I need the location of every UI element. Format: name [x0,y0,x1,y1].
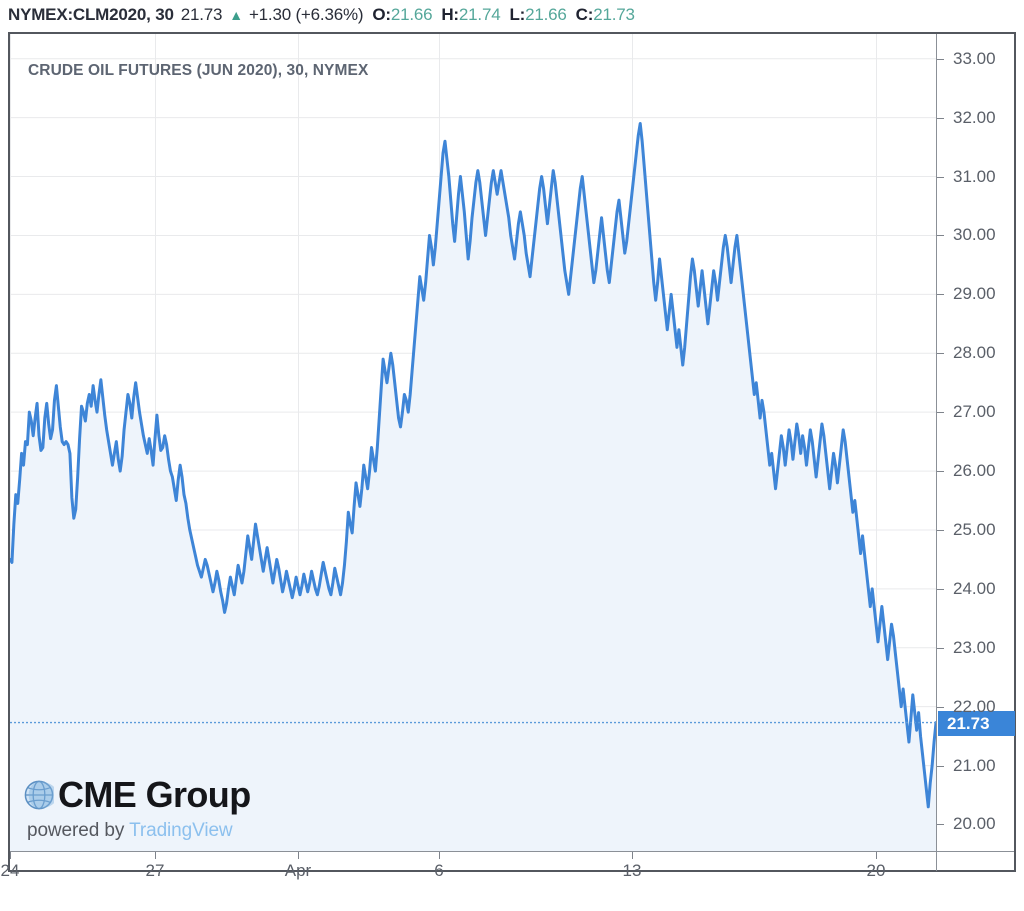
ohlc-high: H:21.74 [441,5,500,25]
low-label: L: [509,5,526,24]
high-value: 21.74 [458,5,501,24]
price-change-value: +1.30 (+6.36%) [248,5,364,24]
time-tick [876,852,877,859]
price-tick [937,471,944,473]
price-tick [937,58,944,60]
price-tick [937,235,944,237]
price-axis-label: 23.00 [953,637,996,657]
time-scale[interactable]: 24 27 Apr 6 13 20 [1,851,1014,880]
open-value: 21.66 [390,5,433,24]
price-axis-label: 25.00 [953,519,996,539]
price-axis-label: 29.00 [953,284,996,304]
price-tick [937,176,944,178]
chart-plot-area[interactable] [10,34,936,851]
price-axis-label: 31.00 [953,166,996,186]
price-axis-label: 27.00 [953,402,996,422]
open-label: O: [372,5,391,24]
price-axis-label: 21.00 [953,755,996,775]
time-tick [10,852,11,859]
time-axis-label: Apr [284,861,312,880]
price-tick [937,117,944,119]
ohlc-low: L:21.66 [509,5,566,25]
current-price-badge: 21.73 15:24 [938,710,1015,758]
price-axis-label: 22.00 [953,696,996,716]
price-tick [937,765,944,767]
price-axis-label: 33.00 [953,48,996,68]
price-tick [937,706,944,708]
ohlc-open: O:21.66 [372,5,432,25]
last-price-value: 21.73 [180,5,223,24]
close-label: C: [575,5,594,24]
time-tick [298,852,299,859]
current-price-value: 21.73 [947,713,990,733]
symbol-label[interactable]: NYMEX:CLM2020, 30 [8,5,174,24]
ohlc-close: C:21.73 [576,5,635,25]
price-series-svg [10,34,936,851]
price-tick [937,412,944,414]
chart-title: CRUDE OIL FUTURES (JUN 2020), 30, NYMEX [28,62,369,79]
price-tick [937,353,944,355]
price-axis-label: 26.00 [953,461,996,481]
time-axis-label: 24 [0,861,20,880]
low-value: 21.66 [525,5,567,24]
price-axis-label: 20.00 [953,814,996,834]
time-tick [155,852,156,859]
price-tick [937,588,944,590]
time-axis-label: 20 [866,861,886,880]
time-tick [632,852,633,859]
high-label: H: [441,5,459,24]
price-scale[interactable]: 21.73 15:24 33.00 32.00 31.00 30.00 29.00 28.… [936,34,1015,851]
price-axis-label: 32.00 [953,107,996,127]
price-axis-label: 30.00 [953,225,996,245]
price-axis-label: 24.00 [953,578,996,598]
price-tick [937,647,944,649]
price-tick [937,529,944,531]
price-tick [937,294,944,296]
time-tick [439,852,440,859]
time-axis-label: 13 [622,861,642,880]
time-axis-label: 6 [434,861,444,880]
chart-frame: CRUDE OIL FUTURES (JUN 2020), 30, NYMEX … [1,32,1016,880]
triangle-up-icon: ▲ [229,7,243,23]
price-axis-label: 28.00 [953,343,996,363]
price-tick [937,824,944,826]
close-value: 21.73 [593,5,635,24]
current-time-value: 15:24 [947,738,991,758]
time-axis-label: 27 [145,861,165,880]
time-scale-separator [936,852,937,871]
chart-legend: NYMEX:CLM2020, 30 21.73 ▲ +1.30 (+6.36%)… [8,3,635,27]
